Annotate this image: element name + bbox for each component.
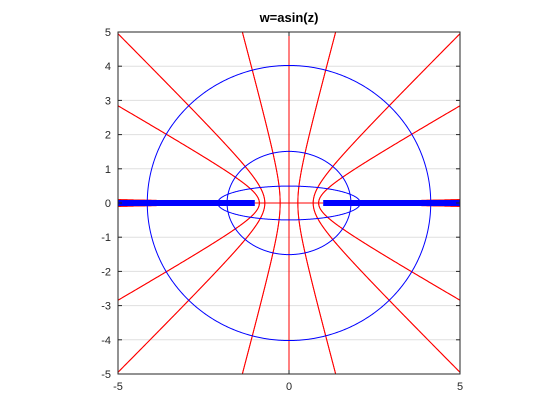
y-tick-label: -1 bbox=[101, 232, 111, 244]
y-tick-label: 5 bbox=[105, 27, 111, 39]
branch-cut-band bbox=[118, 200, 460, 206]
y-tick-label: 1 bbox=[105, 164, 111, 176]
branch-cut-band-segment bbox=[323, 200, 460, 206]
x-tick-label: 0 bbox=[286, 381, 292, 393]
y-tick-label: -2 bbox=[101, 266, 111, 278]
chart-title: w=asin(z) bbox=[259, 10, 319, 25]
y-tick-label: -5 bbox=[101, 369, 111, 381]
x-tick-label: -5 bbox=[113, 381, 123, 393]
branch-cut-band-segment bbox=[118, 200, 255, 206]
y-tick-label: -3 bbox=[101, 301, 111, 313]
y-tick-label: 0 bbox=[105, 198, 111, 210]
y-tick-label: 4 bbox=[105, 61, 111, 73]
x-tick-label: 5 bbox=[457, 381, 463, 393]
y-tick-label: -4 bbox=[101, 335, 111, 347]
y-tick-label: 2 bbox=[105, 130, 111, 142]
tick-marks bbox=[117, 31, 461, 375]
x-tick-labels: -5 0 5 bbox=[113, 381, 463, 393]
y-tick-label: 3 bbox=[105, 95, 111, 107]
y-tick-labels: 5 4 3 2 1 0 -1 -2 -3 -4 -5 bbox=[101, 27, 111, 381]
